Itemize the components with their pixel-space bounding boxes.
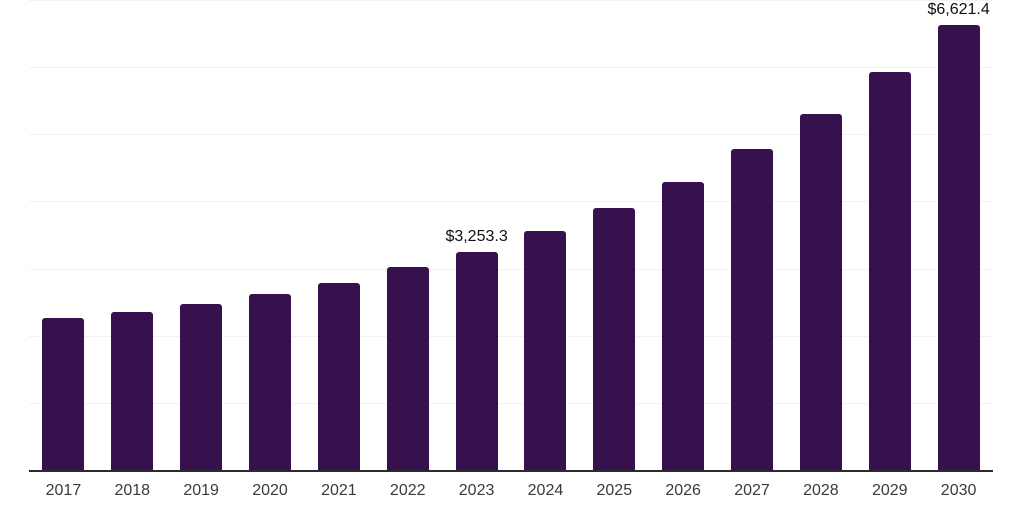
bar-2020	[249, 294, 291, 470]
bar-slot-2023: $3,253.3	[442, 0, 511, 470]
bar-slot-2029	[855, 0, 924, 470]
bar-slot-2027	[718, 0, 787, 470]
bar-slot-2021	[304, 0, 373, 470]
bar-2017	[42, 318, 85, 470]
gridline-4000	[29, 201, 993, 203]
x-tick-2021: 2021	[321, 482, 357, 499]
x-tick-2025: 2025	[596, 482, 633, 499]
bar-slot-2020	[236, 0, 305, 470]
gridline-2000	[29, 335, 993, 337]
x-tick-2017: 2017	[45, 482, 82, 499]
bar-slot-2019	[167, 0, 236, 470]
bar-2028	[799, 114, 842, 470]
bar-slot-2024	[511, 0, 580, 470]
bar-2024	[524, 230, 567, 470]
bar-2030	[937, 25, 980, 470]
bar-2019	[180, 303, 223, 470]
bars-row: $3,253.3 $6,621.4	[29, 0, 993, 470]
bar-slot-2018	[98, 0, 167, 470]
bar-2023	[455, 251, 498, 470]
gridline-3000	[29, 268, 993, 270]
gridline-1000	[29, 402, 993, 404]
data-label-2030: $6,621.4	[927, 1, 990, 19]
x-tick-2022: 2022	[389, 482, 426, 499]
x-tick-2029: 2029	[871, 482, 908, 499]
bar-2021	[317, 282, 360, 470]
bar-slot-2030: $6,621.4	[924, 0, 993, 470]
x-tick-2020: 2020	[252, 482, 288, 499]
bar-2022	[386, 266, 429, 470]
gridline-7000	[29, 0, 993, 1]
x-tick-2028: 2028	[803, 482, 839, 499]
bar-slot-2025	[580, 0, 649, 470]
x-tick-2019: 2019	[183, 482, 219, 499]
x-axis-labels: 2017 2018 2019 2020 2021 2022 2023 2024 2025 2026…	[29, 481, 993, 500]
x-tick-2024: 2024	[527, 482, 564, 499]
gridline-5000	[29, 134, 993, 136]
data-label-2023: $3,253.3	[445, 227, 508, 245]
bar-slot-2017	[29, 0, 98, 470]
x-tick-2027: 2027	[734, 482, 770, 499]
x-tick-2018: 2018	[114, 482, 151, 499]
bar-2027	[731, 148, 774, 470]
x-tick-2030: 2030	[940, 482, 977, 499]
bar-2026	[662, 181, 705, 470]
bar-2018	[111, 311, 154, 470]
x-axis-line	[29, 470, 993, 472]
x-tick-2023: 2023	[458, 482, 495, 499]
bar-2029	[868, 71, 911, 470]
bar-2025	[593, 208, 636, 470]
gridline-6000	[29, 67, 993, 69]
bar-slot-2026	[649, 0, 718, 470]
plot-area: $3,253.3 $6,621.4	[29, 0, 993, 472]
bar-slot-2022	[373, 0, 442, 470]
bar-slot-2028	[786, 0, 855, 470]
x-tick-2026: 2026	[665, 482, 701, 499]
